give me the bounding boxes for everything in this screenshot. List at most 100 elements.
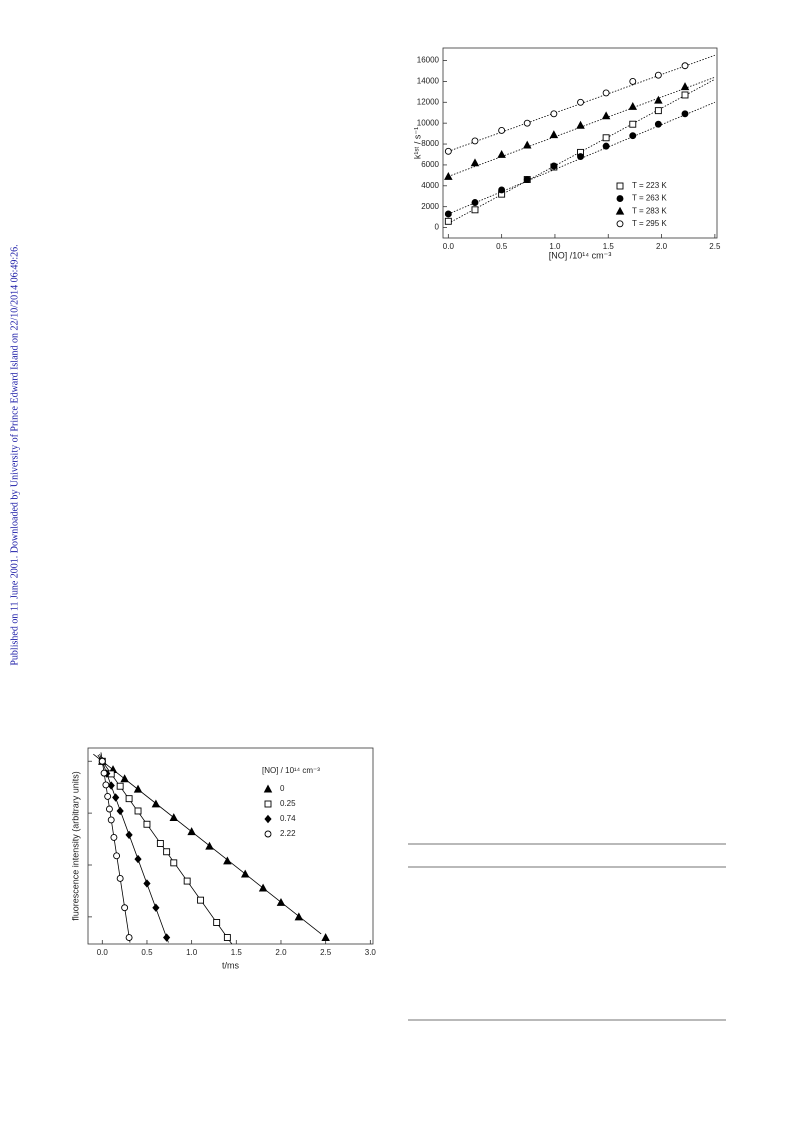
x-tick-label: 3.0 [365, 948, 377, 957]
legend-marker [616, 220, 624, 228]
data-point [134, 807, 142, 815]
data-point [107, 816, 115, 824]
data-point [444, 210, 452, 218]
data-point [498, 127, 506, 134]
data-point [120, 774, 129, 783]
data-point [681, 62, 689, 70]
data-point [681, 91, 689, 99]
data-point [681, 110, 689, 118]
legend-marker [264, 814, 272, 824]
data-point [602, 134, 610, 142]
legend-label: 0.74 [280, 814, 296, 823]
legend-label: T = 295 K [632, 219, 667, 228]
legend-label: T = 263 K [632, 194, 667, 203]
legend-item: 0.74 [264, 814, 296, 824]
data-point [498, 186, 506, 194]
legend-label: 0 [280, 784, 285, 793]
data-point [116, 806, 124, 816]
data-point [654, 95, 663, 104]
x-tick-label: 1.5 [603, 242, 615, 251]
data-point [104, 792, 112, 800]
y-axis-label: fluorescence intensity (arbitrary units) [70, 771, 80, 921]
legend-item: T = 283 K [615, 206, 667, 215]
legend-marker [616, 182, 624, 190]
legend-marker [264, 830, 272, 838]
data-point [470, 158, 480, 167]
data-point [444, 171, 453, 180]
data-point [471, 206, 479, 214]
y-tick-label: 4000 [421, 181, 439, 190]
data-point [628, 102, 638, 110]
y-tick-label: 10000 [417, 118, 440, 127]
y-tick-label: 14000 [417, 77, 440, 86]
data-point [654, 71, 662, 79]
legend-label: 2.22 [280, 829, 296, 838]
data-point [170, 859, 178, 867]
legend-label: T = 223 K [632, 181, 667, 190]
data-point [163, 848, 171, 856]
data-point [205, 841, 214, 850]
data-point [629, 120, 637, 128]
data-point [550, 110, 558, 118]
data-point [163, 933, 171, 942]
plot-frame [442, 47, 718, 239]
data-point [98, 757, 106, 765]
plot-frame [87, 747, 374, 945]
data-point [523, 119, 531, 127]
data-point [134, 854, 142, 864]
data-point [105, 805, 113, 813]
data-point [444, 147, 452, 155]
data-point [471, 199, 479, 206]
side-note: Published on 11 June 2001. Downloaded by… [9, 244, 20, 665]
data-point [680, 82, 690, 91]
data-point [125, 830, 133, 840]
data-point [125, 934, 133, 941]
data-point [601, 111, 611, 120]
data-point [156, 840, 164, 847]
data-point [576, 120, 585, 129]
x-tick-label: 2.0 [656, 242, 668, 251]
x-axis-label: [NO] /10¹⁴ cm⁻³ [549, 250, 612, 260]
legend-item: 0 [263, 784, 285, 793]
data-point [223, 934, 231, 941]
data-point [471, 137, 479, 145]
data-point [183, 877, 191, 885]
y-tick-label: 16000 [417, 56, 440, 65]
data-point [577, 153, 584, 161]
data-point [258, 883, 268, 892]
data-point [116, 875, 124, 882]
data-point [654, 120, 662, 128]
data-point [112, 793, 120, 802]
legend-item: T = 263 K [616, 194, 667, 203]
legend-marker [615, 206, 625, 215]
legend-marker [264, 800, 272, 808]
legend-title: [NO] / 10¹⁴ cm⁻³ [262, 766, 320, 775]
data-point [629, 132, 637, 140]
x-tick-label: 2.0 [275, 948, 287, 957]
legend-item: 2.22 [264, 829, 296, 838]
data-point [169, 813, 179, 822]
y-tick-label: 2000 [421, 202, 439, 211]
data-point [549, 130, 559, 139]
x-tick-label: 0.0 [443, 242, 455, 251]
data-point [602, 89, 610, 97]
legend-item: 0.25 [264, 799, 296, 808]
legend-label: 0.25 [280, 799, 296, 808]
legend-label: T = 283 K [632, 206, 667, 215]
data-point [121, 904, 129, 912]
data-point [497, 150, 506, 158]
data-point [187, 827, 196, 836]
data-point [133, 784, 143, 793]
data-point [100, 769, 108, 777]
data-point [213, 919, 221, 926]
x-tick-label: 0.5 [141, 948, 153, 957]
data-point [276, 897, 286, 906]
data-point [151, 799, 161, 808]
legend-item: T = 295 K [616, 219, 667, 228]
data-point [125, 795, 133, 803]
legend-marker [263, 784, 273, 793]
x-tick-label: 1.5 [231, 948, 243, 957]
data-point [550, 162, 558, 170]
x-tick-label: 2.5 [320, 948, 332, 957]
x-tick-label: 1.0 [186, 948, 198, 957]
